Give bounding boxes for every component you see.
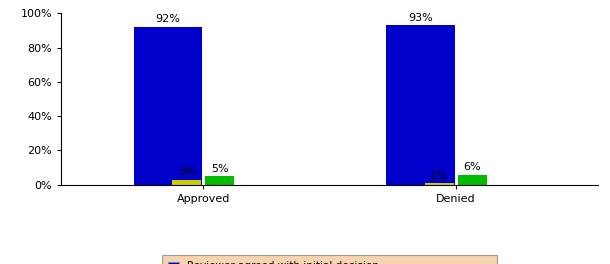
Bar (134, 27, 202, 185)
Legend: Reviewer agreed with initial decision, Reviewer disagreed with initial decision,: Reviewer agreed with initial decision, R… (162, 255, 497, 264)
Bar (425, 183, 454, 185)
Text: 93%: 93% (408, 13, 433, 23)
Text: 92%: 92% (156, 14, 181, 24)
Bar (172, 180, 201, 185)
Text: 1%: 1% (430, 171, 448, 181)
Text: 3%: 3% (178, 167, 195, 177)
Bar (458, 175, 487, 185)
Bar (386, 25, 454, 185)
Text: 6%: 6% (464, 162, 481, 172)
Bar (205, 176, 234, 185)
Text: 5%: 5% (211, 164, 229, 174)
